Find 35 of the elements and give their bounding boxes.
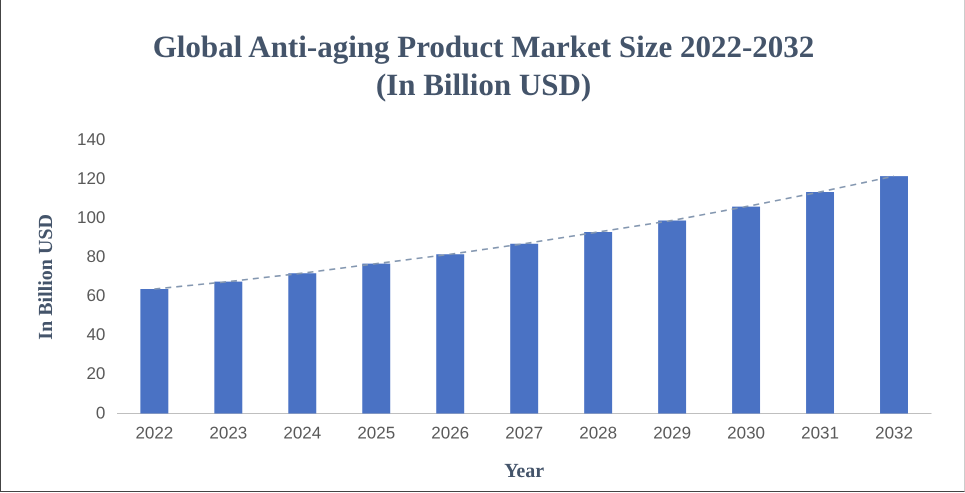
y-tick-label: 40 [86,325,106,344]
bar [436,254,464,414]
x-tick-label: 2026 [431,423,470,442]
x-tick-label: 2031 [801,423,839,442]
x-tick-label: 2028 [579,423,618,442]
x-tick-label: 2024 [283,423,322,442]
y-tick-label: 0 [96,403,106,422]
line-series [154,175,895,290]
bar [880,176,908,414]
bar [806,192,834,414]
bar [732,206,760,414]
y-tick-label: 20 [86,364,106,384]
x-tick-label: 2029 [653,423,692,442]
bar [214,282,242,414]
x-tick-label: 2022 [135,423,174,442]
y-axis-title: In Billion USD [35,214,58,340]
bar [362,264,390,414]
bar [140,289,168,414]
x-tick-label: 2030 [727,423,765,442]
y-tick-label: 60 [86,286,106,306]
bar [658,220,686,414]
chart-subtitle: (In Billion USD) [374,66,592,104]
x-tick-label: 2025 [357,423,396,442]
x-tick-label: 2023 [209,423,248,442]
bar [510,244,538,414]
chart-title: Global Anti-aging Product Market Size 2022-2032 [152,28,816,66]
y-tick-label: 100 [76,208,106,227]
x-tick-label: 2032 [875,423,913,442]
y-tick-label: 120 [76,168,106,188]
y-tick-label: 80 [86,247,106,266]
y-tick-label: 140 [76,130,106,149]
bar [288,273,316,414]
x-tick-label: 2027 [505,423,544,442]
x-axis-title: Year [504,460,544,482]
bar [584,232,612,414]
